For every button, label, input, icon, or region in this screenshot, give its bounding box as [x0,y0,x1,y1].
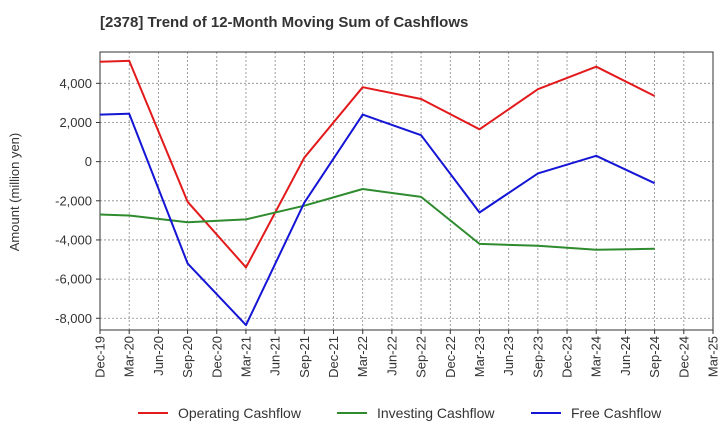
chart-title: [2378] Trend of 12-Month Moving Sum of C… [100,14,469,31]
y-tick-label: 0 [85,154,92,169]
x-tick-label: Dec-22 [443,336,458,378]
y-tick-label: 4,000 [59,76,92,91]
x-tick-label: Jun-23 [501,336,516,376]
x-tick-label: Sep-22 [414,336,429,378]
legend-swatch-free [531,412,561,414]
legend-item-free: Free Cashflow [531,405,661,421]
x-tick-label: Sep-24 [647,336,662,378]
y-axis-label: Amount (million yen) [7,133,22,252]
x-tick-label: Dec-21 [326,336,341,378]
x-tick-label: Jun-20 [151,336,166,376]
legend-label-free: Free Cashflow [571,405,662,421]
x-tick-label: Mar-22 [355,336,370,377]
x-tick-label: Sep-20 [180,336,195,378]
x-tick-label: Sep-21 [297,336,312,378]
legend-label-investing: Investing Cashflow [377,405,495,421]
series-line-operating-cashflow [99,59,656,269]
x-tick-labels: Dec-19 Mar-20 Jun-20 Sep-20 Dec-20 Mar-21 Jun-… [93,330,720,378]
x-tick-label: Mar-20 [122,336,137,377]
series-line-free-cashflow [99,112,656,327]
legend-item-operating: Operating Cashflow [138,405,301,421]
y-tick-label: -6,000 [55,272,92,287]
series-lines [99,59,656,327]
x-tick-label: Dec-19 [93,336,108,378]
y-tick-label: 2,000 [59,115,92,130]
legend-swatch-investing [337,412,367,414]
legend-label-operating: Operating Cashflow [178,405,301,421]
x-tick-label: Sep-23 [530,336,545,378]
series-line-investing-cashflow [99,188,655,251]
axes [99,51,714,331]
x-tick-label: Mar-25 [706,336,720,377]
x-tick-label: Jun-21 [268,336,283,376]
x-tick-label: Jun-24 [618,336,633,376]
x-tick-label: Mar-23 [472,336,487,377]
x-tick-label: Mar-24 [589,336,604,377]
x-tick-label: Mar-21 [238,336,253,377]
y-tick-labels: 4,000 2,000 0 -2,000 -4,000 -6,000 -8,000 [55,76,100,326]
x-tick-label: Jun-22 [384,336,399,376]
y-tick-label: -2,000 [55,193,92,208]
legend: Operating Cashflow Investing Cashflow Fr… [0,405,720,427]
x-tick-label: Dec-23 [560,336,575,378]
legend-item-investing: Investing Cashflow [337,405,495,421]
x-tick-label: Dec-24 [676,336,691,378]
plot-frame [99,51,714,331]
x-tick-label: Dec-20 [209,336,224,378]
y-tick-label: -4,000 [55,232,92,247]
y-tick-label: -8,000 [55,311,92,326]
grid-lines [99,52,714,330]
legend-swatch-operating [138,412,168,414]
